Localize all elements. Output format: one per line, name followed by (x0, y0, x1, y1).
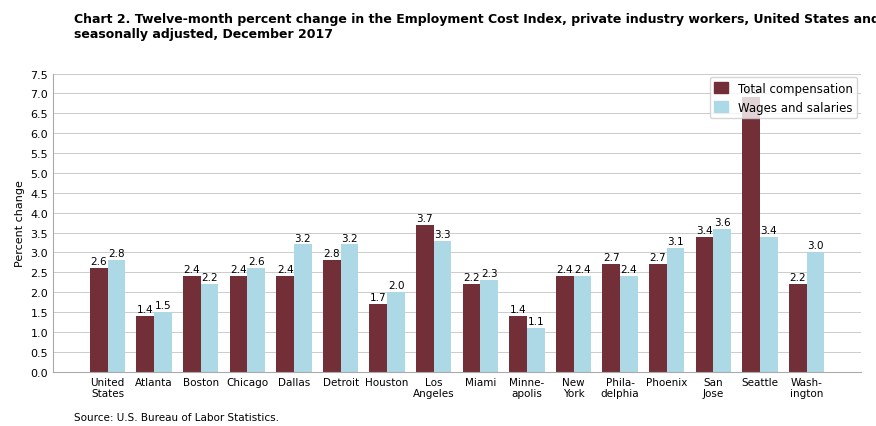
Bar (789, 285, 807, 372)
Text: 3.3: 3.3 (434, 229, 451, 239)
Bar (527, 328, 545, 372)
Text: 2.6: 2.6 (248, 257, 265, 267)
Bar (370, 305, 387, 372)
Bar (509, 317, 527, 372)
Bar (649, 265, 667, 372)
Bar (603, 265, 620, 372)
Bar (480, 281, 498, 372)
Bar (807, 253, 824, 372)
Text: 2.3: 2.3 (481, 269, 498, 279)
Y-axis label: Percent change: Percent change (15, 180, 25, 266)
Text: 1.4: 1.4 (510, 304, 526, 314)
Bar (463, 285, 480, 372)
Text: 1.4: 1.4 (137, 304, 153, 314)
Bar (387, 293, 405, 372)
Bar (294, 245, 312, 372)
Bar (323, 261, 341, 372)
Bar (620, 276, 638, 372)
Text: 3.1: 3.1 (668, 237, 684, 247)
Legend: Total compensation, Wages and salaries: Total compensation, Wages and salaries (710, 78, 858, 119)
Text: 2.4: 2.4 (277, 265, 293, 275)
Bar (247, 269, 265, 372)
Bar (108, 261, 125, 372)
Bar (434, 241, 451, 372)
Text: 3.7: 3.7 (417, 213, 434, 223)
Bar (90, 269, 108, 372)
Bar (556, 276, 574, 372)
Bar (742, 98, 760, 372)
Text: 2.4: 2.4 (621, 265, 638, 275)
Text: 6.9: 6.9 (743, 86, 759, 96)
Bar (667, 249, 684, 372)
Text: 2.4: 2.4 (230, 265, 247, 275)
Bar (760, 237, 778, 372)
Text: Source: U.S. Bureau of Labor Statistics.: Source: U.S. Bureau of Labor Statistics. (74, 412, 279, 422)
Bar (276, 276, 294, 372)
Text: 3.2: 3.2 (341, 233, 357, 243)
Text: 2.4: 2.4 (184, 265, 201, 275)
Bar (574, 276, 591, 372)
Text: 2.4: 2.4 (556, 265, 573, 275)
Bar (230, 276, 247, 372)
Text: 3.4: 3.4 (760, 225, 777, 235)
Text: 2.0: 2.0 (388, 281, 405, 291)
Text: 3.0: 3.0 (807, 241, 823, 251)
Text: 3.2: 3.2 (294, 233, 311, 243)
Bar (416, 225, 434, 372)
Text: 3.4: 3.4 (696, 225, 713, 235)
Bar (154, 312, 172, 372)
Text: Chart 2. Twelve-month percent change in the Employment Cost Index, private indus: Chart 2. Twelve-month percent change in … (74, 13, 876, 41)
Text: 2.6: 2.6 (90, 257, 107, 267)
Bar (713, 229, 731, 372)
Bar (183, 276, 201, 372)
Text: 2.2: 2.2 (463, 273, 480, 282)
Text: 1.5: 1.5 (155, 300, 172, 311)
Text: 2.4: 2.4 (574, 265, 590, 275)
Text: 2.7: 2.7 (650, 253, 667, 263)
Bar (341, 245, 358, 372)
Bar (137, 317, 154, 372)
Text: 2.7: 2.7 (603, 253, 619, 263)
Text: 1.7: 1.7 (370, 293, 386, 302)
Text: 2.2: 2.2 (789, 273, 806, 282)
Text: 2.8: 2.8 (323, 249, 340, 259)
Text: 1.1: 1.1 (527, 316, 544, 326)
Text: 2.2: 2.2 (201, 273, 218, 282)
Bar (696, 237, 713, 372)
Bar (201, 285, 218, 372)
Text: 2.8: 2.8 (108, 249, 124, 259)
Text: 3.6: 3.6 (714, 217, 731, 227)
